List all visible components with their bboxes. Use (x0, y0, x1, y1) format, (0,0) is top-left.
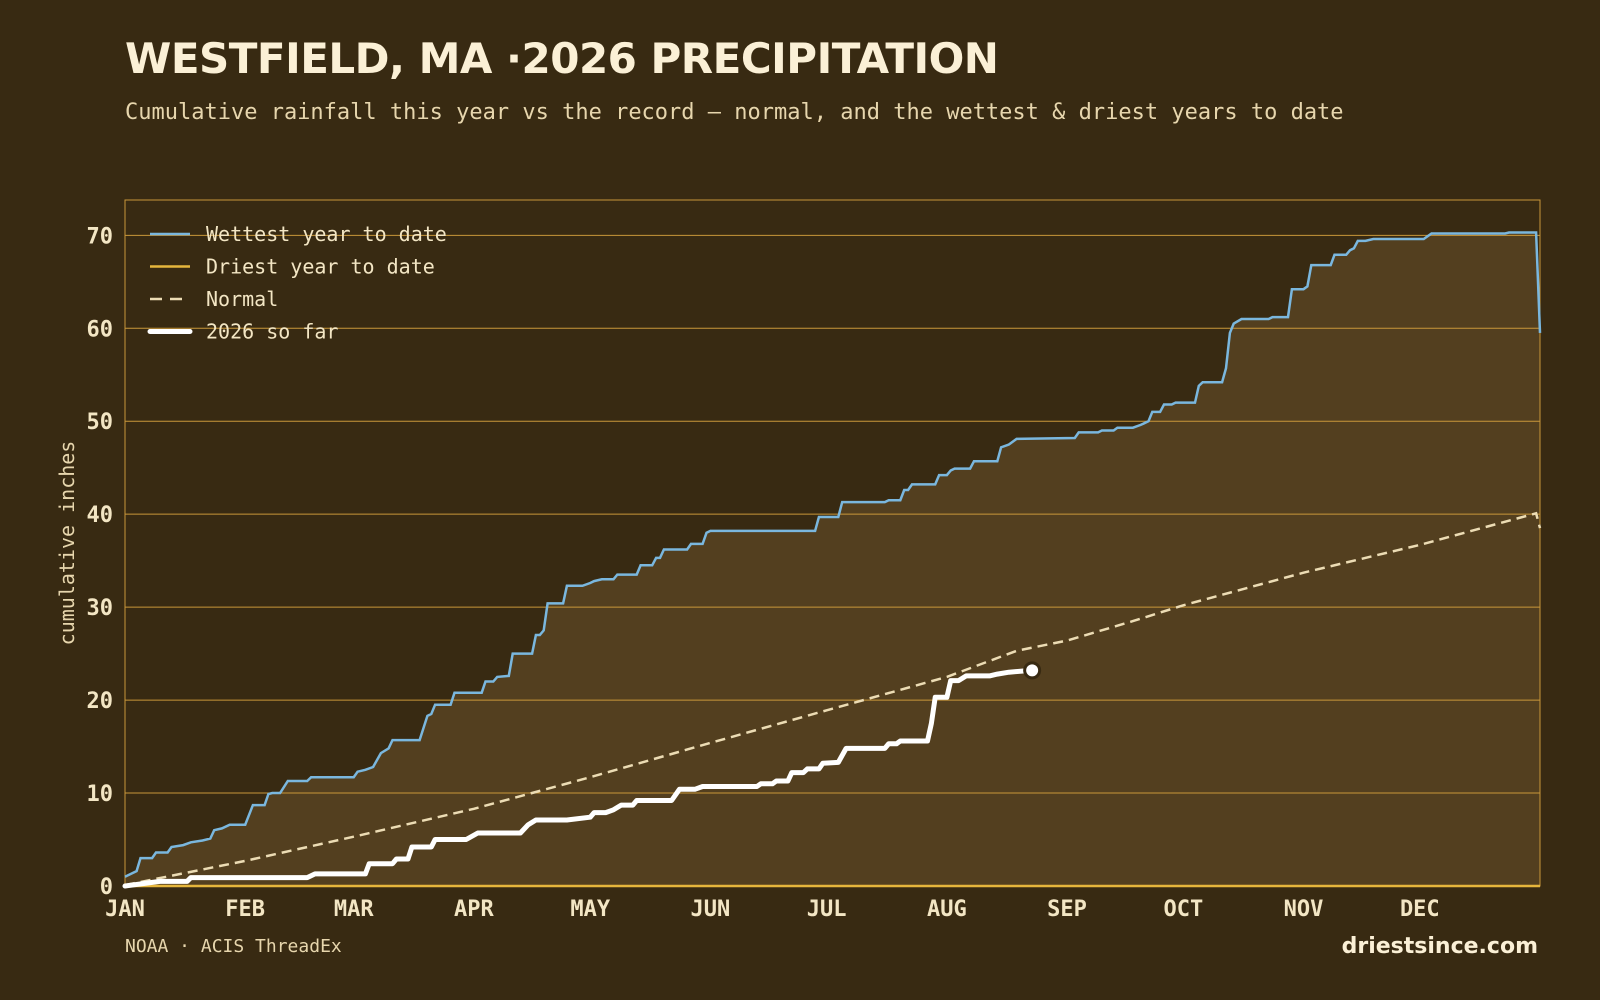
x-tick-label: JAN (105, 897, 145, 922)
site-link[interactable]: driestsince.com (1341, 934, 1538, 959)
y-tick-label: 30 (87, 596, 114, 621)
series-line-wettest (124, 231, 1542, 878)
wettest-area (125, 232, 1540, 886)
x-tick-label: APR (454, 897, 494, 922)
legend: Wettest year to date Driest year to date N… (147, 222, 447, 344)
legend-label-normal: Normal (206, 287, 278, 311)
wettest-area-fill (125, 232, 1540, 886)
current-marker (1023, 661, 1042, 680)
page-title: WESTFIELD, MA ·2026 PRECIPITATION (125, 34, 999, 83)
y-tick-label: 60 (87, 317, 114, 342)
x-tick-label: JUL (807, 897, 847, 922)
legend-label-driest: Driest year to date (206, 255, 435, 279)
page-subtitle: Cumulative rainfall this year vs the rec… (125, 100, 1344, 125)
axis-ticks: 0 10 20 30 40 50 60 70 JAN FEB MAR APR MAY JUN JUL AUG S… (87, 224, 1440, 922)
x-tick-label: NOV (1284, 897, 1324, 922)
y-tick-label: 50 (87, 410, 114, 435)
x-tick-label: MAY (570, 897, 610, 922)
x-tick-label: MAR (334, 897, 374, 922)
y-tick-label: 20 (87, 689, 114, 714)
x-tick-label: AUG (927, 897, 967, 922)
y-tick-label: 40 (87, 503, 114, 528)
y-tick-label: 0 (100, 875, 113, 900)
y-axis-label: cumulative inches (55, 441, 79, 646)
x-tick-label: SEP (1047, 897, 1087, 922)
y-tick-label: 10 (87, 782, 114, 807)
grid-lines (125, 234, 1540, 794)
x-tick-label: DEC (1400, 897, 1440, 922)
source-credit: NOAA · ACIS ThreadEx (125, 936, 342, 957)
series-line-normal (124, 511, 1542, 887)
series-lines (122, 231, 1542, 889)
legend-label-wettest: Wettest year to date (206, 222, 447, 246)
series-line-current (122, 667, 1035, 889)
legend-label-current: 2026 so far (206, 320, 338, 344)
x-tick-label: FEB (225, 897, 265, 922)
x-tick-label: OCT (1163, 897, 1203, 922)
y-tick-label: 70 (87, 224, 114, 249)
x-tick-label: JUN (691, 897, 731, 922)
